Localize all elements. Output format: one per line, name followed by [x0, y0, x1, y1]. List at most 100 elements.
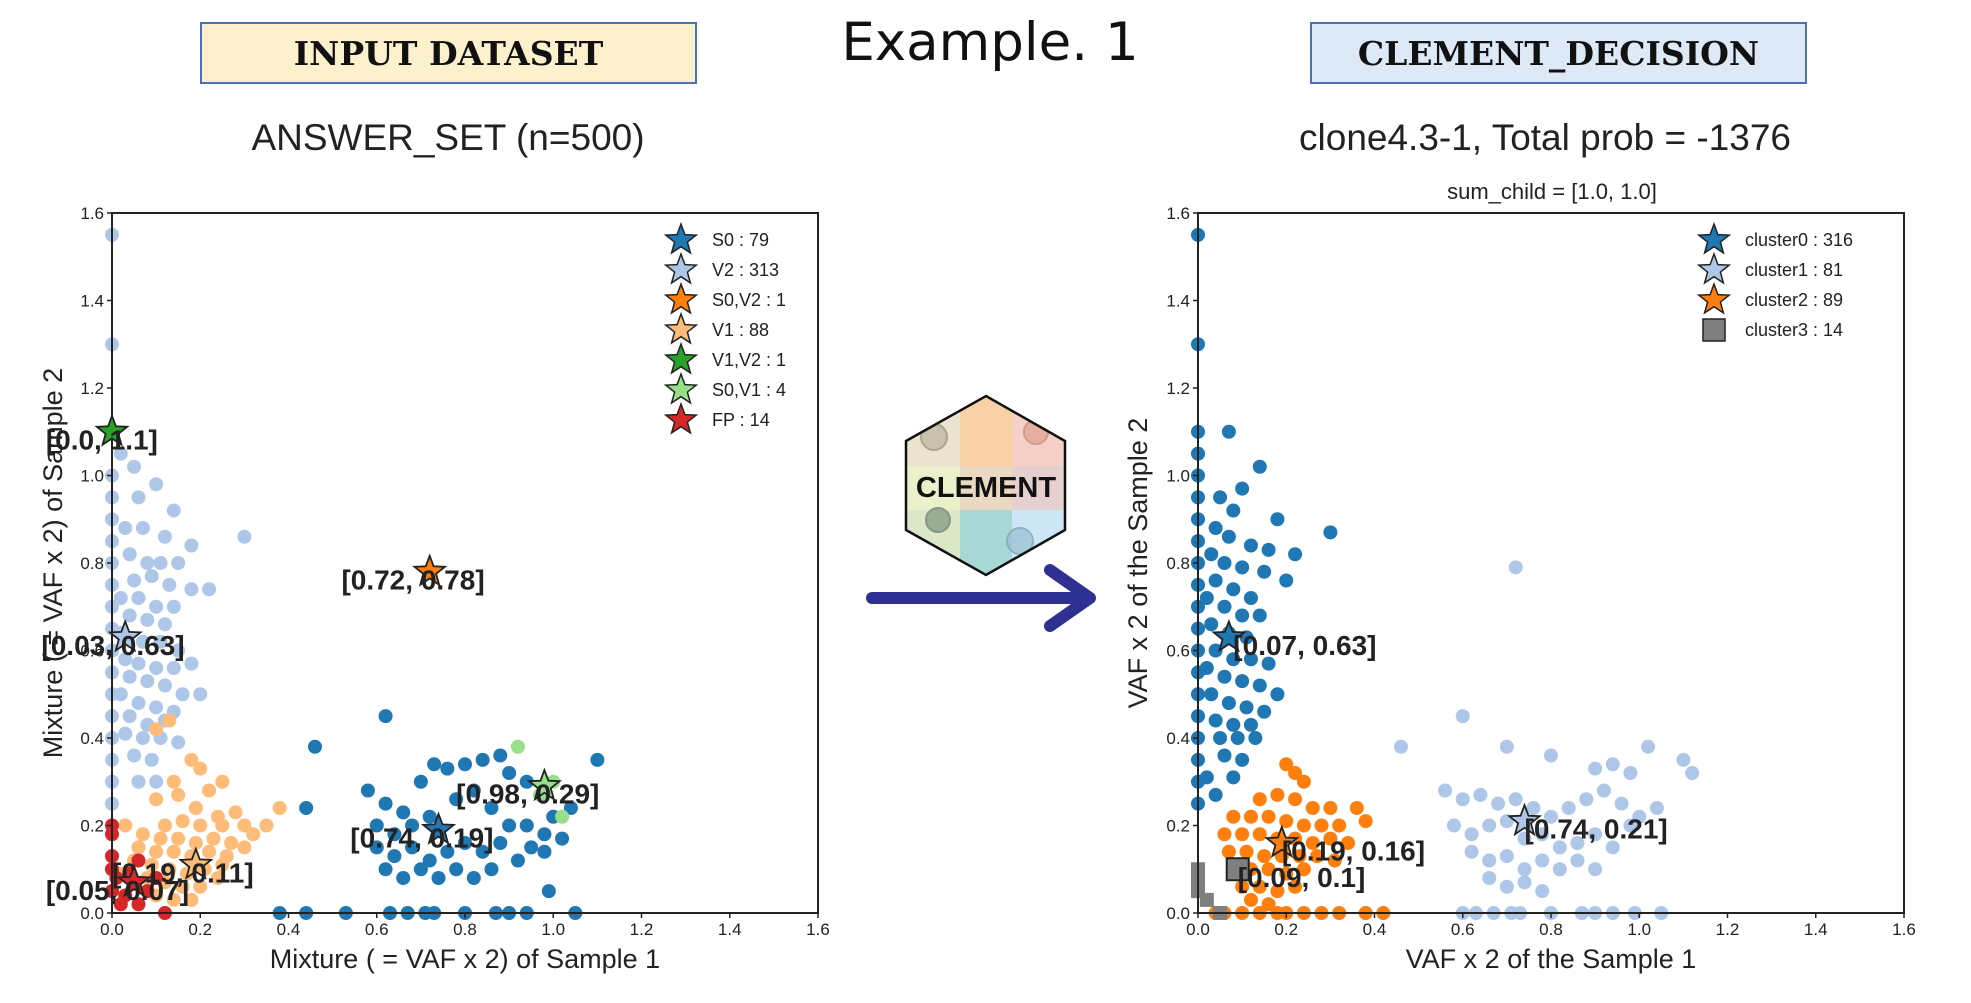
data-point — [131, 897, 146, 912]
data-point — [215, 818, 230, 833]
data-point — [1279, 814, 1294, 829]
x-axis-label: Mixture ( = VAF x 2) of Sample 1 — [270, 944, 660, 974]
x-tick-label: 1.2 — [1716, 920, 1740, 939]
data-point — [127, 748, 142, 763]
legend-marker — [663, 251, 699, 285]
data-point — [1270, 884, 1285, 899]
data-point — [224, 836, 239, 850]
data-point — [458, 836, 472, 850]
data-point — [431, 871, 446, 885]
data-point — [184, 656, 199, 671]
data-point — [1676, 752, 1691, 767]
data-point — [1257, 564, 1272, 579]
data-point — [175, 687, 190, 702]
data-point — [1446, 818, 1461, 833]
data-point — [510, 853, 525, 868]
centroid-label: [0.74, 0.19] — [350, 822, 493, 853]
data-point — [1605, 757, 1620, 772]
legend-label: S0,V1 : 4 — [712, 380, 786, 400]
data-point — [1517, 875, 1532, 890]
data-point — [118, 521, 133, 535]
data-point — [387, 827, 402, 842]
data-point — [502, 766, 517, 780]
data-point — [171, 643, 186, 658]
data-point — [387, 849, 402, 864]
data-point — [171, 831, 186, 846]
data-point — [149, 661, 164, 675]
x-tick-label: 0.0 — [1186, 920, 1210, 939]
data-point — [1257, 704, 1272, 719]
x-tick-label: 0.4 — [277, 920, 301, 939]
centroid-label: [0.03, 0.63] — [41, 630, 184, 661]
data-point — [413, 862, 428, 877]
data-point — [171, 787, 186, 802]
data-point — [1332, 818, 1347, 833]
chart-title: clone4.3-1, Total prob = -1376 — [1299, 117, 1791, 158]
data-point — [524, 840, 539, 855]
x-tick-label: 1.4 — [718, 920, 742, 939]
data-point — [237, 818, 252, 833]
data-point — [113, 687, 128, 702]
centroid-marker — [94, 413, 130, 447]
flow-arrow — [866, 564, 1096, 632]
data-point — [1217, 669, 1232, 684]
data-point — [1393, 739, 1408, 754]
centroid-label: [0.09, 0.1] — [1238, 862, 1366, 893]
centroid-marker — [178, 846, 214, 880]
data-point — [1243, 591, 1258, 605]
data-point — [1204, 547, 1219, 562]
data-point — [202, 783, 217, 798]
data-point — [135, 634, 150, 649]
data-point — [157, 529, 172, 544]
data-point — [149, 722, 164, 737]
data-point — [1296, 818, 1311, 833]
data-point — [140, 556, 155, 570]
data-point — [1623, 766, 1638, 780]
data-point — [537, 827, 552, 842]
cluster-centroids: [0.74, 0.19][0.03, 0.63][0.72, 0.78][0.1… — [41, 413, 599, 906]
data-point — [307, 739, 322, 754]
data-point — [149, 774, 164, 789]
data-point — [1305, 801, 1320, 815]
data-point — [378, 796, 393, 811]
data-point — [118, 818, 133, 833]
data-point — [1685, 766, 1700, 780]
data-point — [131, 490, 146, 505]
legend-marker — [663, 221, 699, 255]
legend-marker — [663, 371, 699, 405]
cluster-centroids: [0.07, 0.63] [0.74, 0.21] [0.19, 0.16][0.0… — [1211, 618, 1668, 893]
data-point — [475, 752, 490, 767]
y-tick-label: 0.4 — [1166, 729, 1190, 748]
data-point — [422, 853, 437, 868]
data-point — [493, 836, 508, 850]
data-point — [369, 840, 384, 855]
data-point — [157, 678, 172, 693]
data-point — [153, 556, 168, 570]
data-point — [171, 556, 186, 570]
data-point — [555, 809, 570, 824]
data-point — [1561, 801, 1576, 815]
data-point — [210, 871, 225, 885]
data-point — [1314, 818, 1329, 833]
data-point — [1208, 521, 1223, 535]
data-point — [184, 582, 199, 597]
centroid-label: [0.72, 0.78] — [341, 564, 484, 595]
data-point — [1288, 547, 1303, 562]
data-point — [118, 726, 133, 741]
data-point — [157, 617, 172, 632]
x-tick-label: 0.2 — [188, 920, 212, 939]
data-point — [1279, 573, 1294, 588]
data-point — [166, 844, 181, 859]
data-point — [1243, 652, 1258, 667]
legend-label: FP : 14 — [712, 410, 770, 430]
data-point — [1217, 827, 1232, 842]
data-point — [1221, 844, 1236, 859]
centroid-marker — [420, 811, 457, 845]
data-point — [475, 844, 490, 859]
x-tick-label: 1.2 — [630, 920, 654, 939]
x-tick-label: 1.6 — [806, 920, 830, 939]
x-tick-label: 1.4 — [1804, 920, 1828, 939]
data-point — [1288, 766, 1303, 780]
legend-marker — [663, 281, 699, 315]
data-point — [122, 669, 137, 684]
